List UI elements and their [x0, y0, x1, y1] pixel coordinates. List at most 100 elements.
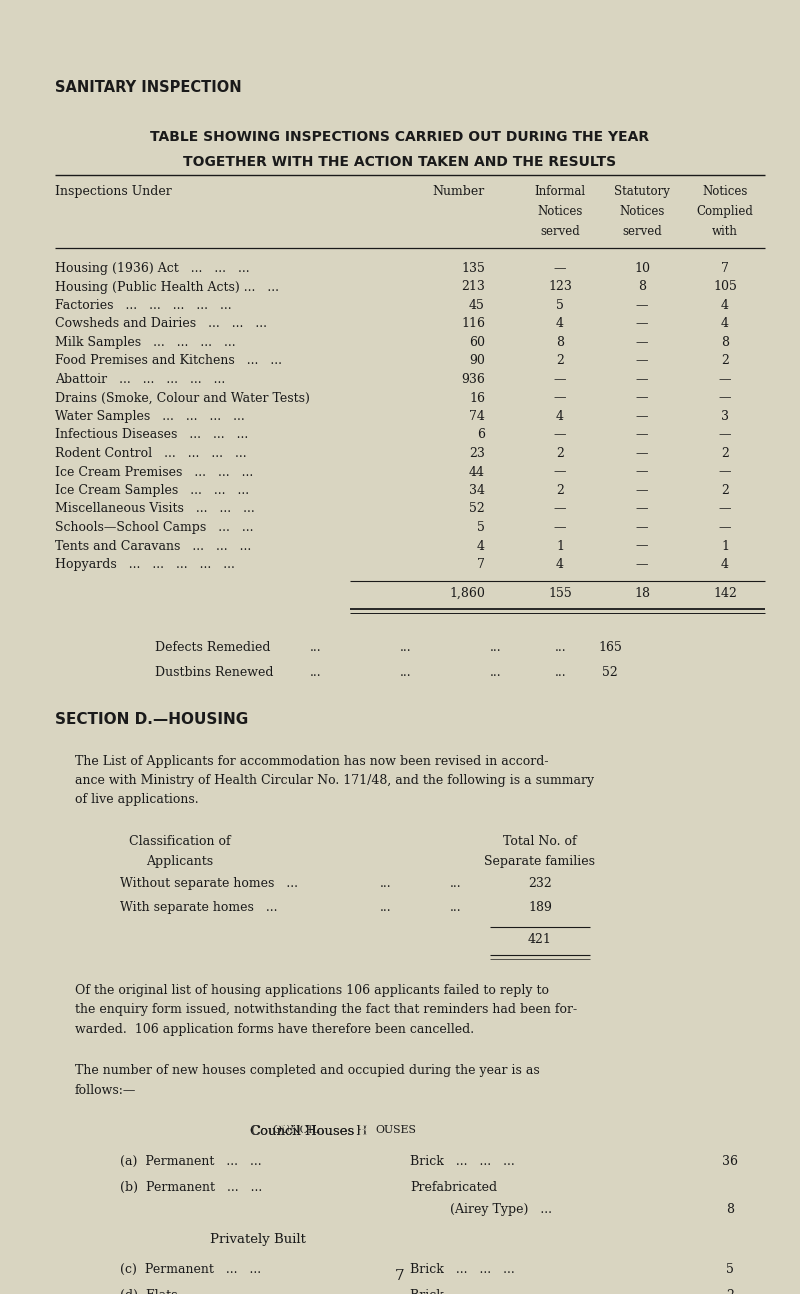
Text: Brick   ...   ...   ...: Brick ... ... ...: [410, 1289, 514, 1294]
Text: —: —: [554, 428, 566, 441]
Text: —: —: [636, 446, 648, 459]
Text: Notices: Notices: [619, 204, 665, 217]
Text: —: —: [554, 502, 566, 515]
Text: Drains (Smoke, Colour and Water Tests): Drains (Smoke, Colour and Water Tests): [55, 392, 310, 405]
Text: (d)  Flats   ...   ...   ...: (d) Flats ... ... ...: [120, 1289, 248, 1294]
Text: ...: ...: [450, 901, 462, 914]
Text: The number of new houses completed and occupied during the year is as: The number of new houses completed and o…: [75, 1064, 540, 1077]
Text: 936: 936: [461, 373, 485, 386]
Text: 3: 3: [721, 410, 729, 423]
Text: Applicants: Applicants: [146, 854, 214, 867]
Text: (b)  Permanent   ...   ...: (b) Permanent ... ...: [120, 1181, 262, 1194]
Text: Hopyards   ...   ...   ...   ...   ...: Hopyards ... ... ... ... ...: [55, 558, 235, 571]
Text: —: —: [554, 466, 566, 479]
Text: 135: 135: [461, 261, 485, 276]
Text: Infectious Diseases   ...   ...   ...: Infectious Diseases ... ... ...: [55, 428, 248, 441]
Text: Ice Cream Premises   ...   ...   ...: Ice Cream Premises ... ... ...: [55, 466, 254, 479]
Text: 36: 36: [722, 1156, 738, 1168]
Text: warded.  106 application forms have therefore been cancelled.: warded. 106 application forms have there…: [75, 1022, 474, 1035]
Text: Complied: Complied: [697, 204, 754, 217]
Text: 1,860: 1,860: [449, 586, 485, 599]
Text: ...: ...: [450, 876, 462, 889]
Text: Dustbins Renewed: Dustbins Renewed: [155, 666, 274, 679]
Text: Total No. of: Total No. of: [503, 835, 577, 848]
Text: 45: 45: [469, 299, 485, 312]
Text: Council Houses: Council Houses: [250, 1124, 354, 1137]
Text: ...: ...: [400, 641, 412, 653]
Text: —: —: [636, 540, 648, 553]
Text: 7: 7: [477, 558, 485, 571]
Text: —: —: [718, 392, 731, 405]
Text: 7: 7: [721, 261, 729, 276]
Text: Food Premises and Kitchens   ...   ...: Food Premises and Kitchens ... ...: [55, 355, 282, 367]
Text: ...: ...: [400, 666, 412, 679]
Text: Separate families: Separate families: [485, 854, 595, 867]
Text: Council Houses: Council Houses: [250, 1124, 354, 1137]
Text: 5: 5: [477, 521, 485, 534]
Text: 2: 2: [556, 355, 564, 367]
Text: 18: 18: [634, 586, 650, 599]
Text: —: —: [636, 428, 648, 441]
Text: Defects Remedied: Defects Remedied: [155, 641, 270, 653]
Text: SANITARY INSPECTION: SANITARY INSPECTION: [55, 80, 242, 94]
Text: —: —: [636, 392, 648, 405]
Text: —: —: [636, 336, 648, 349]
Text: 421: 421: [528, 933, 552, 946]
Text: Privately Built: Privately Built: [210, 1233, 306, 1246]
Text: —: —: [718, 373, 731, 386]
Text: follows:—: follows:—: [75, 1083, 136, 1096]
Text: Ice Cream Samples   ...   ...   ...: Ice Cream Samples ... ... ...: [55, 484, 249, 497]
Text: ...: ...: [555, 666, 566, 679]
Text: —: —: [718, 521, 731, 534]
Text: Prefabricated: Prefabricated: [410, 1181, 497, 1194]
Text: 232: 232: [528, 876, 552, 889]
Text: Notices: Notices: [538, 204, 582, 217]
Text: 105: 105: [713, 281, 737, 294]
Text: Schools—School Camps   ...   ...: Schools—School Camps ... ...: [55, 521, 254, 534]
Text: of live applications.: of live applications.: [75, 793, 198, 806]
Text: 4: 4: [477, 540, 485, 553]
Text: —: —: [636, 299, 648, 312]
Text: 165: 165: [598, 641, 622, 653]
Text: —: —: [636, 502, 648, 515]
Text: OUNCIL: OUNCIL: [272, 1124, 319, 1135]
Text: —: —: [636, 466, 648, 479]
Text: Rodent Control   ...   ...   ...   ...: Rodent Control ... ... ... ...: [55, 446, 246, 459]
Text: Statutory: Statutory: [614, 185, 670, 198]
Text: the enquiry form issued, notwithstanding the fact that reminders had been for-: the enquiry form issued, notwithstanding…: [75, 1003, 577, 1016]
Text: ...: ...: [490, 666, 502, 679]
Text: Milk Samples   ...   ...   ...   ...: Milk Samples ... ... ... ...: [55, 336, 236, 349]
Text: 189: 189: [528, 901, 552, 914]
Text: 4: 4: [721, 317, 729, 330]
Text: Number: Number: [433, 185, 485, 198]
Text: 8: 8: [726, 1203, 734, 1216]
Text: Inspections Under: Inspections Under: [55, 185, 172, 198]
Text: 6: 6: [477, 428, 485, 441]
Text: 34: 34: [469, 484, 485, 497]
Text: With separate homes   ...: With separate homes ...: [120, 901, 278, 914]
Text: 2: 2: [726, 1289, 734, 1294]
Text: —: —: [636, 558, 648, 571]
Text: 4: 4: [556, 558, 564, 571]
Text: 4: 4: [721, 299, 729, 312]
Text: 60: 60: [469, 336, 485, 349]
Text: ...: ...: [555, 641, 566, 653]
Text: (Airey Type)   ...: (Airey Type) ...: [450, 1203, 552, 1216]
Text: COUNCIL HOUSES: COUNCIL HOUSES: [250, 1124, 376, 1137]
Text: Housing (1936) Act   ...   ...   ...: Housing (1936) Act ... ... ...: [55, 261, 250, 276]
Text: Notices: Notices: [702, 185, 748, 198]
Text: 2: 2: [721, 484, 729, 497]
Text: —: —: [718, 428, 731, 441]
Text: —: —: [636, 410, 648, 423]
Text: Water Samples   ...   ...   ...   ...: Water Samples ... ... ... ...: [55, 410, 245, 423]
Text: 4: 4: [556, 317, 564, 330]
Text: (c)  Permanent   ...   ...: (c) Permanent ... ...: [120, 1263, 261, 1276]
Text: 8: 8: [721, 336, 729, 349]
Text: Miscellaneous Visits   ...   ...   ...: Miscellaneous Visits ... ... ...: [55, 502, 254, 515]
Text: 16: 16: [469, 392, 485, 405]
Text: 8: 8: [556, 336, 564, 349]
Text: 8: 8: [638, 281, 646, 294]
Text: Of the original list of housing applications 106 applicants failed to reply to: Of the original list of housing applicat…: [75, 983, 549, 996]
Text: 142: 142: [713, 586, 737, 599]
Text: Informal: Informal: [534, 185, 586, 198]
